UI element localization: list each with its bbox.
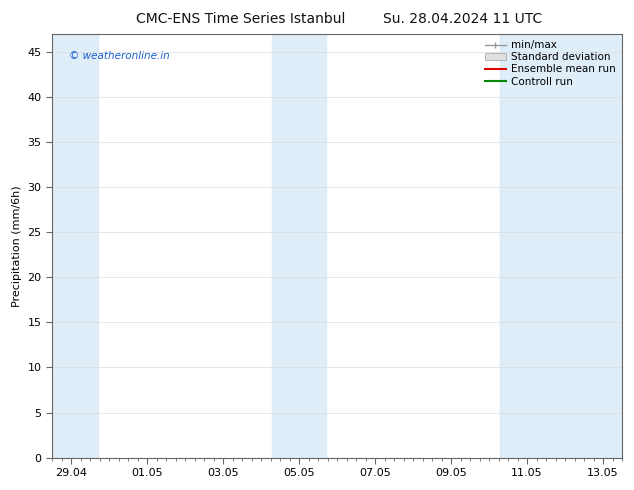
Text: CMC-ENS Time Series Istanbul: CMC-ENS Time Series Istanbul bbox=[136, 12, 346, 26]
Legend: min/max, Standard deviation, Ensemble mean run, Controll run: min/max, Standard deviation, Ensemble me… bbox=[482, 37, 619, 90]
Bar bbox=[52, 34, 98, 458]
Text: Su. 28.04.2024 11 UTC: Su. 28.04.2024 11 UTC bbox=[383, 12, 543, 26]
Bar bbox=[500, 34, 622, 458]
Bar bbox=[273, 34, 326, 458]
Y-axis label: Precipitation (mm/6h): Precipitation (mm/6h) bbox=[12, 185, 22, 307]
Text: © weatheronline.in: © weatheronline.in bbox=[69, 51, 170, 61]
